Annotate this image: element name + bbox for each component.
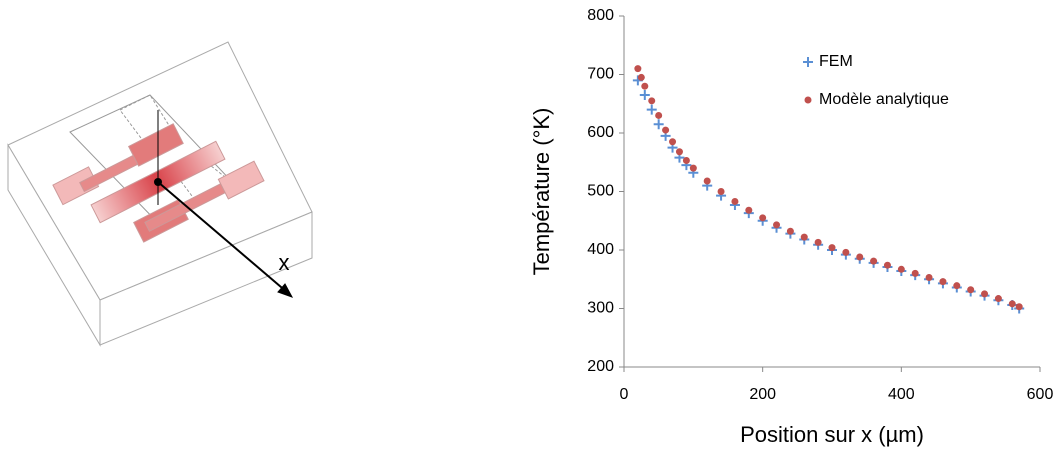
point bbox=[646, 104, 657, 115]
point bbox=[682, 156, 690, 164]
y-tick-label: 600 bbox=[587, 124, 614, 141]
point bbox=[717, 188, 725, 195]
y-tick-label: 700 bbox=[587, 66, 614, 83]
point bbox=[939, 278, 947, 286]
point bbox=[639, 89, 650, 100]
point bbox=[669, 138, 677, 146]
point bbox=[953, 282, 961, 290]
diagram-axis-label: x bbox=[279, 250, 290, 275]
legend-marker bbox=[803, 57, 813, 67]
point bbox=[814, 238, 822, 246]
x-tick-label: 400 bbox=[888, 386, 915, 403]
y-tick-label: 500 bbox=[587, 183, 614, 200]
legend-label: FEM bbox=[819, 53, 853, 70]
point bbox=[856, 253, 864, 261]
point bbox=[675, 148, 683, 156]
x-axis-title: Position sur x (µm) bbox=[740, 422, 924, 447]
legend-marker bbox=[804, 96, 812, 104]
point bbox=[842, 248, 850, 256]
point bbox=[967, 286, 975, 294]
y-tick-label: 300 bbox=[587, 300, 614, 317]
legend-label: Modèle analytique bbox=[819, 91, 949, 108]
point bbox=[634, 65, 642, 73]
point bbox=[870, 257, 878, 265]
point bbox=[994, 295, 1002, 303]
point bbox=[759, 214, 767, 222]
point bbox=[731, 197, 739, 205]
point bbox=[662, 126, 670, 134]
point bbox=[1015, 303, 1023, 311]
y-tick-label: 400 bbox=[587, 241, 614, 258]
point bbox=[641, 82, 649, 90]
point bbox=[637, 73, 645, 81]
point bbox=[911, 269, 919, 277]
x-tick-label: 200 bbox=[749, 386, 776, 403]
x-tick-label: 600 bbox=[1027, 386, 1054, 403]
point bbox=[703, 177, 711, 185]
x-tick-label: 0 bbox=[620, 386, 629, 403]
y-axis-title: Température (°K) bbox=[529, 108, 554, 276]
point bbox=[773, 221, 781, 229]
point bbox=[925, 273, 933, 281]
point bbox=[689, 164, 697, 172]
y-tick-label: 800 bbox=[587, 7, 614, 24]
point bbox=[828, 244, 836, 252]
box-front bbox=[99, 211, 313, 346]
point bbox=[655, 111, 663, 119]
point bbox=[1008, 300, 1016, 308]
origin-dot bbox=[154, 178, 162, 186]
hatch bbox=[179, 164, 236, 201]
point bbox=[897, 265, 905, 273]
point bbox=[883, 261, 891, 269]
y-tick-label: 200 bbox=[587, 358, 614, 375]
arrow-head bbox=[277, 283, 294, 298]
point bbox=[800, 233, 808, 241]
point bbox=[745, 206, 753, 214]
point bbox=[981, 290, 989, 298]
point bbox=[786, 227, 794, 235]
chart: 200 300 400 500 600 700 800 0 200 400 600 Position … bbox=[529, 7, 1054, 447]
point bbox=[648, 97, 656, 105]
point bbox=[653, 119, 664, 130]
device-diagram bbox=[7, 41, 313, 347]
x-arrow bbox=[157, 181, 289, 294]
